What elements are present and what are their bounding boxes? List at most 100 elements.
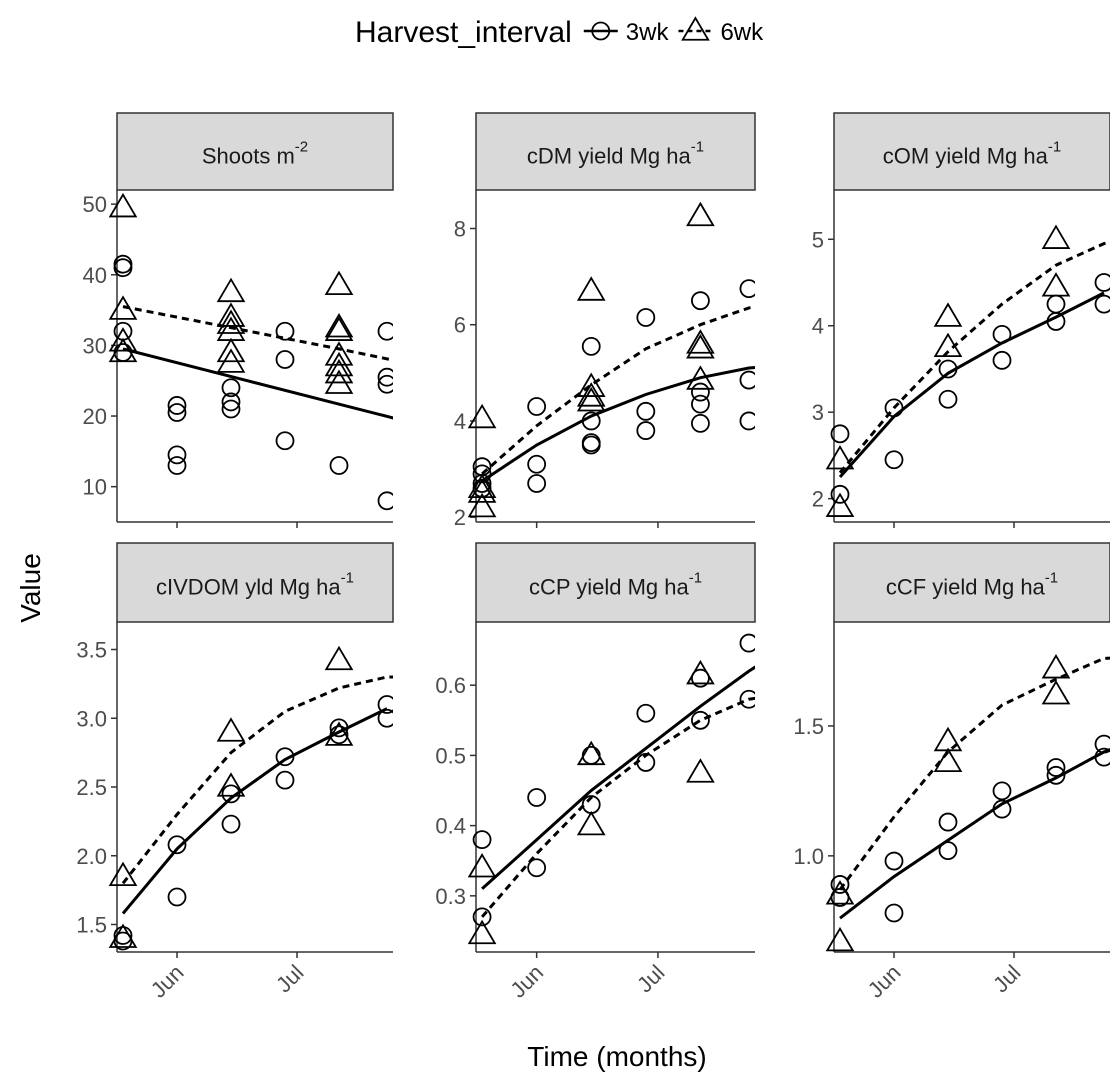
data-point-6wk: [791, 623, 817, 645]
data-point-3wk: [433, 415, 450, 432]
x-axis-title: Time (months): [527, 1041, 706, 1072]
data-point-3wk: [583, 747, 600, 764]
x-tick-label: Jul: [271, 960, 309, 998]
y-tick-label: 2: [454, 505, 466, 530]
data-point-3wk: [795, 628, 812, 645]
data-point-3wk: [223, 816, 240, 833]
legend-label: 6wk: [720, 19, 764, 46]
y-tick-label: 10: [83, 475, 107, 500]
data-point-3wk: [692, 396, 709, 413]
fit-line-6wk: [482, 692, 803, 917]
data-point-6wk: [827, 494, 853, 516]
data-point-6wk: [218, 279, 244, 301]
data-point-6wk: [326, 272, 352, 294]
plot-area: [110, 195, 454, 517]
y-tick-label: 2.5: [76, 775, 107, 800]
data-point-3wk: [433, 379, 450, 396]
y-tick-label: 1.5: [793, 714, 824, 739]
legend-key-marker: [683, 18, 709, 40]
fit-line-6wk: [840, 656, 1110, 890]
data-point-3wk: [637, 705, 654, 722]
data-point-6wk: [935, 304, 961, 326]
fit-line-6wk: [123, 677, 441, 883]
x-tick-label: Jun: [505, 960, 548, 1003]
data-point-3wk: [331, 457, 348, 474]
data-point-3wk: [795, 372, 812, 389]
data-point-3wk: [740, 372, 757, 389]
data-point-3wk: [433, 499, 450, 516]
fit-line-3wk: [482, 636, 803, 889]
data-point-3wk: [169, 457, 186, 474]
data-point-3wk: [940, 842, 957, 859]
data-point-6wk: [428, 361, 454, 383]
fit-line-3wk: [840, 731, 1110, 918]
data-point-3wk: [528, 398, 545, 415]
y-tick-label: 30: [83, 333, 107, 358]
data-point-6wk: [428, 620, 454, 642]
data-point-6wk: [469, 855, 495, 877]
data-point-6wk: [578, 813, 604, 835]
data-point-3wk: [637, 309, 654, 326]
data-point-6wk: [326, 648, 352, 670]
plot-area: [110, 620, 454, 949]
y-tick-label: 8: [454, 216, 466, 241]
y-tick-label: 20: [83, 404, 107, 429]
data-point-6wk: [218, 719, 244, 741]
data-point-3wk: [886, 853, 903, 870]
data-point-3wk: [433, 393, 450, 410]
data-point-6wk: [688, 760, 714, 782]
data-point-6wk: [791, 343, 817, 365]
data-point-3wk: [1096, 296, 1110, 313]
legend: Harvest_interval 3wk 6wk: [355, 16, 764, 49]
y-tick-label: 3: [812, 400, 824, 425]
x-tick-label: Jun: [146, 960, 189, 1003]
y-tick-label: 3.5: [76, 638, 107, 663]
data-point-3wk: [528, 456, 545, 473]
data-point-6wk: [428, 403, 454, 425]
legend-item-3wk: 3wk: [584, 19, 670, 46]
plot-area: [827, 187, 1110, 516]
data-point-3wk: [795, 278, 812, 295]
y-tick-label: 5: [812, 227, 824, 252]
legend-title: Harvest_interval: [355, 16, 572, 49]
plot-area: [469, 623, 816, 943]
data-point-3wk: [994, 782, 1011, 799]
data-point-3wk: [379, 492, 396, 509]
data-point-3wk: [740, 280, 757, 297]
data-point-3wk: [277, 351, 294, 368]
data-point-6wk: [1043, 226, 1069, 248]
y-tick-label: 0.3: [435, 884, 466, 909]
fit-line-3wk: [123, 709, 387, 914]
data-point-6wk: [428, 368, 454, 390]
facet-strip-label: Shoots m-2: [202, 139, 308, 169]
facet-strip-label: cCP yield Mg ha-1: [529, 570, 702, 600]
data-point-3wk: [886, 905, 903, 922]
data-point-3wk: [637, 422, 654, 439]
data-point-6wk: [428, 410, 454, 432]
data-point-6wk: [935, 729, 961, 751]
data-point-3wk: [169, 889, 186, 906]
data-point-3wk: [528, 475, 545, 492]
y-axis-title: Value: [15, 553, 46, 623]
data-point-3wk: [169, 446, 186, 463]
data-point-3wk: [795, 410, 812, 427]
data-point-3wk: [940, 814, 957, 831]
data-point-3wk: [692, 292, 709, 309]
x-tick-label: Jun: [863, 960, 906, 1003]
data-point-3wk: [583, 338, 600, 355]
data-point-3wk: [740, 635, 757, 652]
data-point-3wk: [886, 451, 903, 468]
x-tick-label: Jul: [988, 960, 1026, 998]
data-point-3wk: [795, 628, 812, 645]
facet-strip-label: cCF yield Mg ha-1: [886, 570, 1058, 600]
y-tick-label: 2.0: [76, 844, 107, 869]
data-point-6wk: [469, 406, 495, 428]
